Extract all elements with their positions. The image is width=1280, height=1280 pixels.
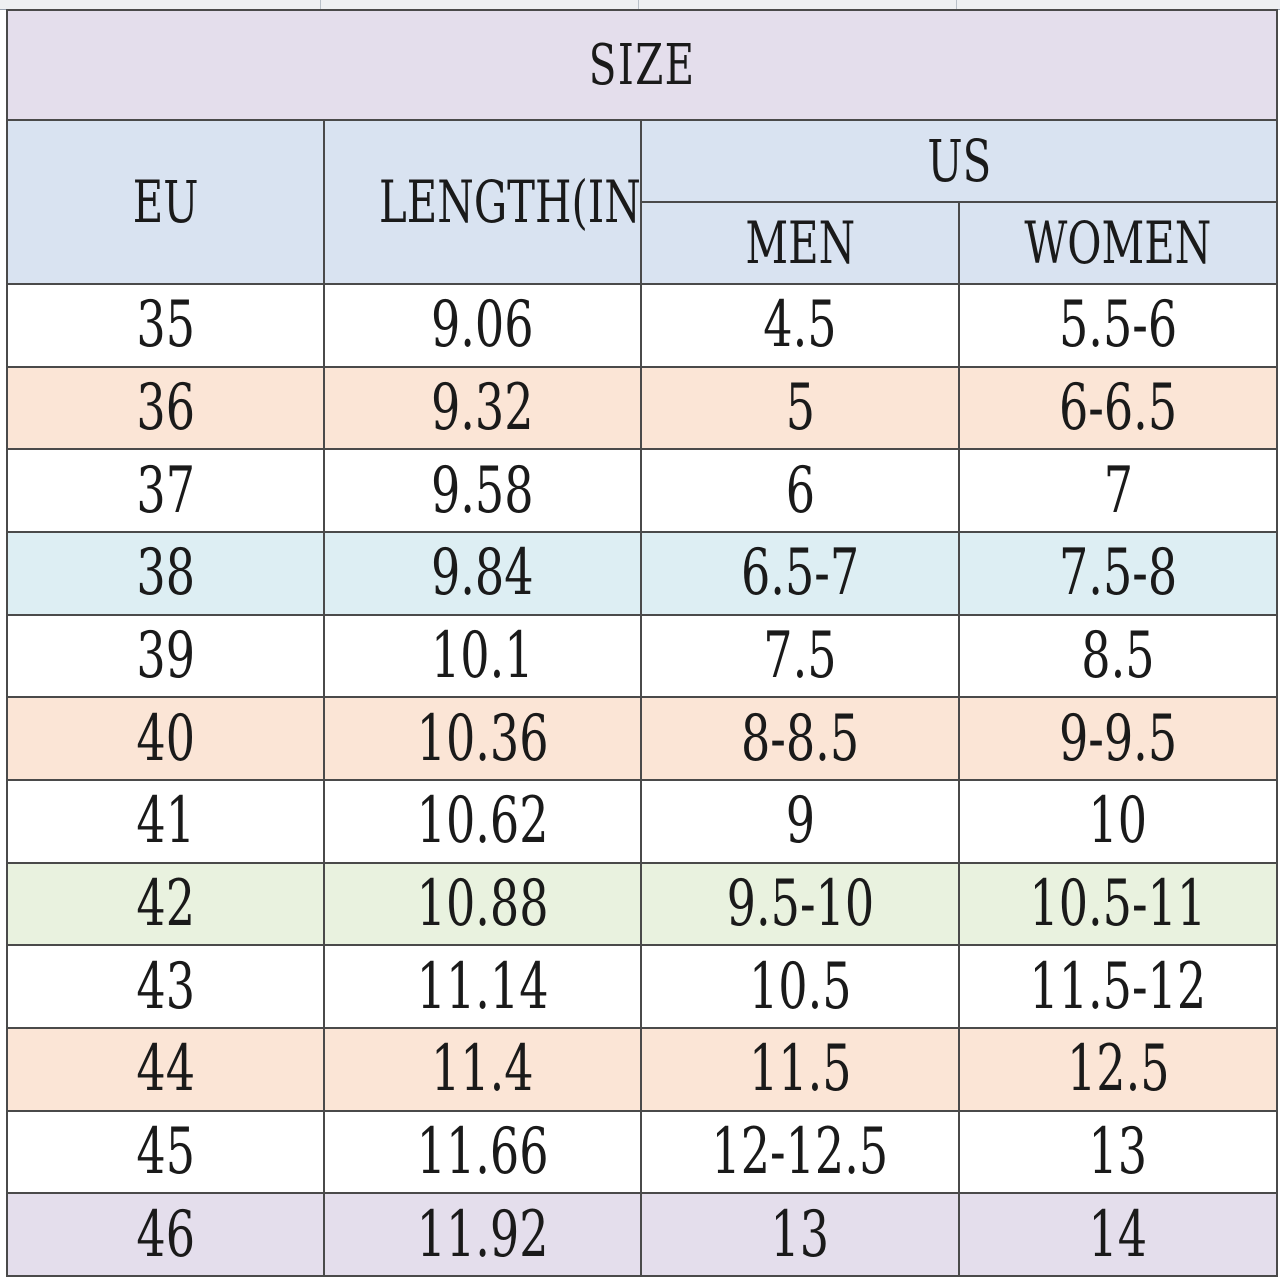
cell-eu: 42 <box>6 861 325 947</box>
table-row: 41 10.62 9 10 <box>6 778 1279 864</box>
header-us: US <box>639 119 1279 203</box>
header-length: LENGTH(IN) <box>323 119 642 285</box>
table-row: 42 10.88 9.5-10 10.5-11 <box>6 861 1279 947</box>
size-rows: 35 9.06 4.5 5.5-6 36 9.32 5 6-6.5 37 9.58 6 7 38 9.84… <box>6 283 1279 1277</box>
cell-women: 12.5 <box>957 1026 1279 1112</box>
cell-women: 7 <box>957 448 1279 533</box>
cell-eu: 46 <box>6 1192 325 1277</box>
table-row: 44 11.4 11.5 12.5 <box>6 1026 1279 1112</box>
cell-men: 10.5 <box>640 944 960 1029</box>
cell-eu: 44 <box>6 1026 325 1112</box>
cell-men: 8-8.5 <box>640 696 960 781</box>
header-women: WOMEN <box>957 201 1279 285</box>
cell-men: 12-12.5 <box>640 1109 960 1195</box>
cell-length: 9.32 <box>323 365 642 451</box>
cell-women: 14 <box>957 1192 1279 1277</box>
table-row: 43 11.14 10.5 11.5-12 <box>6 944 1279 1029</box>
cell-women: 6-6.5 <box>957 365 1279 451</box>
cell-women: 8.5 <box>957 613 1279 699</box>
table-row: 39 10.1 7.5 8.5 <box>6 613 1279 699</box>
cell-women: 9-9.5 <box>957 696 1279 781</box>
table-title: SIZE <box>5 9 1279 121</box>
cell-eu: 38 <box>6 530 325 616</box>
cell-men: 13 <box>640 1192 960 1277</box>
cell-men: 7.5 <box>640 613 960 699</box>
cell-women: 13 <box>957 1109 1279 1195</box>
table-row: 35 9.06 4.5 5.5-6 <box>6 283 1279 368</box>
cell-length: 11.92 <box>323 1192 642 1277</box>
cell-men: 6.5-7 <box>640 530 960 616</box>
cell-eu: 41 <box>6 778 325 864</box>
cell-women: 10 <box>957 778 1279 864</box>
cell-length: 10.88 <box>323 861 642 947</box>
cell-eu: 36 <box>6 365 325 451</box>
table-row: 38 9.84 6.5-7 7.5-8 <box>6 530 1279 616</box>
header-men: MEN <box>640 201 960 285</box>
cell-eu: 40 <box>6 696 325 781</box>
cell-men: 9 <box>640 778 960 864</box>
size-table: SIZE EU LENGTH(IN) US MEN WOMEN <box>5 9 1279 1277</box>
table-title-text: SIZE <box>588 32 696 98</box>
cell-men: 4.5 <box>640 283 960 368</box>
cell-length: 10.62 <box>323 778 642 864</box>
cell-women: 7.5-8 <box>957 530 1279 616</box>
cell-length: 10.1 <box>323 613 642 699</box>
cell-men: 9.5-10 <box>640 861 960 947</box>
cell-length: 11.4 <box>323 1026 642 1112</box>
cell-length: 11.66 <box>323 1109 642 1195</box>
cell-length: 9.58 <box>323 448 642 533</box>
cell-eu: 39 <box>6 613 325 699</box>
cell-length: 9.06 <box>323 283 642 368</box>
cell-length: 10.36 <box>323 696 642 781</box>
cell-men: 5 <box>640 365 960 451</box>
cell-men: 11.5 <box>640 1026 960 1112</box>
table-row: 45 11.66 12-12.5 13 <box>6 1109 1279 1195</box>
cell-eu: 37 <box>6 448 325 533</box>
cell-eu: 35 <box>6 283 325 368</box>
table-row: 36 9.32 5 6-6.5 <box>6 365 1279 451</box>
cell-length: 9.84 <box>323 530 642 616</box>
cell-eu: 43 <box>6 944 325 1029</box>
table-row: 46 11.92 13 14 <box>6 1192 1279 1277</box>
cell-women: 5.5-6 <box>957 283 1279 368</box>
cell-eu: 45 <box>6 1109 325 1195</box>
cell-length: 11.14 <box>323 944 642 1029</box>
cell-women: 10.5-11 <box>957 861 1279 947</box>
header-eu: EU <box>6 119 325 285</box>
table-row: 40 10.36 8-8.5 9-9.5 <box>6 696 1279 781</box>
table-row: 37 9.58 6 7 <box>6 448 1279 533</box>
cell-men: 6 <box>640 448 960 533</box>
cell-women: 11.5-12 <box>957 944 1279 1029</box>
